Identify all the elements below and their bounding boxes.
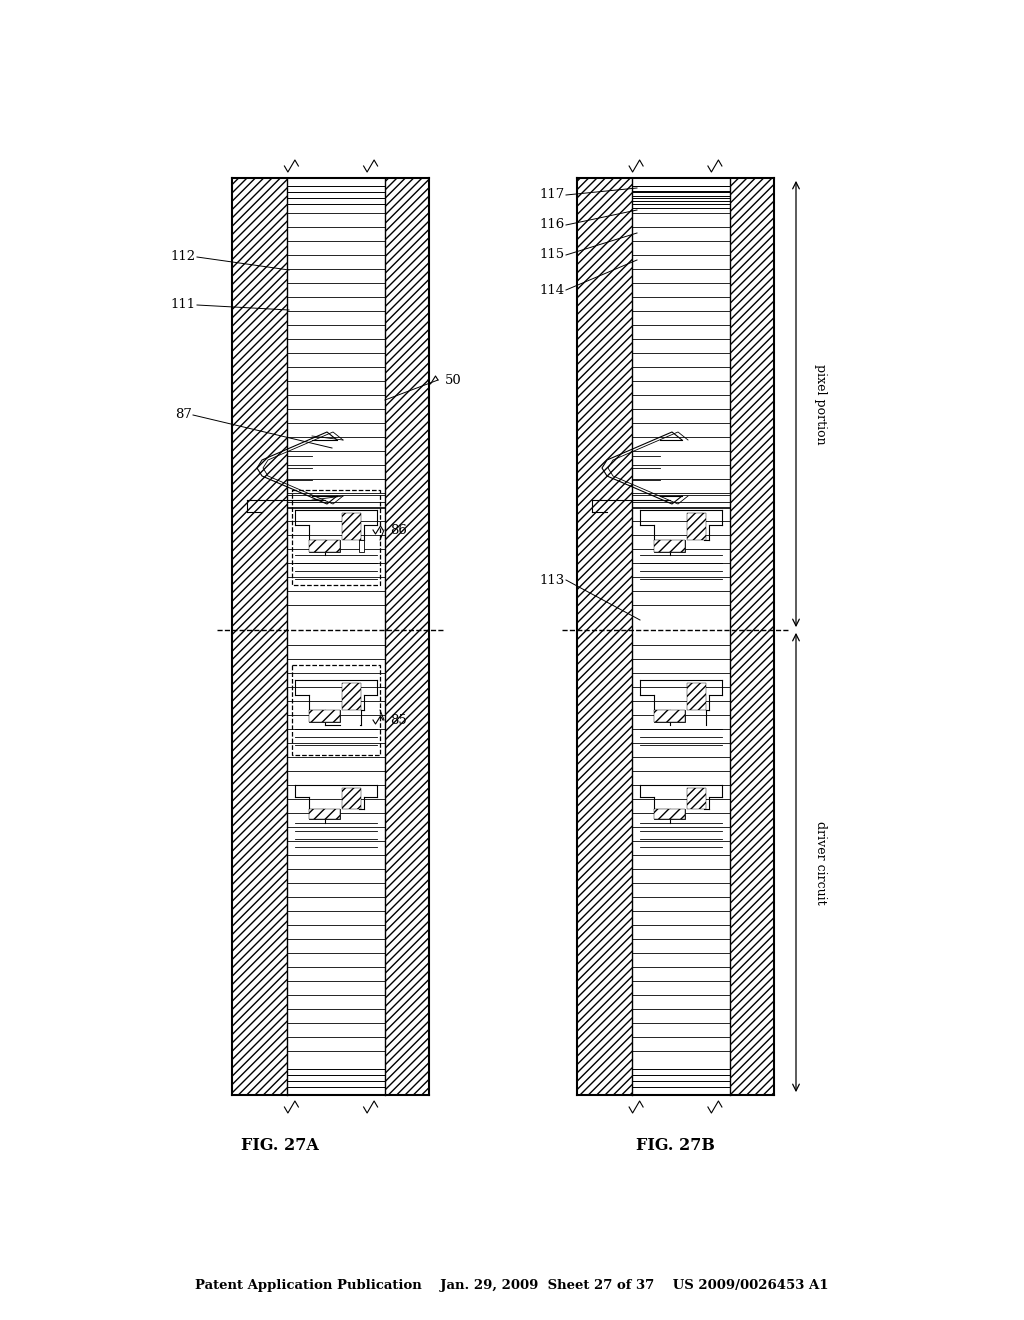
Text: 86: 86: [390, 524, 407, 536]
Bar: [292, 490, 380, 585]
Text: FIG. 27B: FIG. 27B: [636, 1137, 715, 1154]
Bar: [654, 540, 685, 552]
Bar: [309, 809, 340, 818]
Bar: [232, 178, 287, 1096]
Bar: [654, 710, 685, 722]
Bar: [309, 540, 340, 552]
Bar: [309, 710, 340, 722]
Text: pixel portion: pixel portion: [814, 364, 827, 445]
Text: 113: 113: [540, 573, 565, 586]
Text: 111: 111: [171, 298, 196, 312]
Bar: [654, 809, 685, 818]
Bar: [342, 682, 361, 710]
Bar: [654, 710, 685, 722]
Text: 50: 50: [445, 374, 462, 387]
Bar: [359, 540, 364, 552]
Bar: [687, 513, 706, 540]
Text: FIG. 27A: FIG. 27A: [241, 1137, 318, 1154]
Bar: [687, 788, 706, 809]
Bar: [292, 665, 380, 755]
Text: 114: 114: [540, 284, 565, 297]
Bar: [654, 809, 685, 818]
Bar: [385, 178, 429, 1096]
Text: driver circuit: driver circuit: [814, 821, 827, 904]
Bar: [309, 710, 340, 722]
Text: 112: 112: [171, 251, 196, 264]
Bar: [687, 682, 706, 710]
Bar: [309, 540, 340, 552]
Text: 116: 116: [540, 219, 565, 231]
Text: 117: 117: [540, 189, 565, 202]
Text: 115: 115: [540, 248, 565, 261]
Bar: [309, 809, 340, 818]
Text: 85: 85: [390, 714, 407, 726]
Bar: [577, 178, 632, 1096]
Text: Patent Application Publication    Jan. 29, 2009  Sheet 27 of 37    US 2009/00264: Patent Application Publication Jan. 29, …: [196, 1279, 828, 1291]
Bar: [342, 513, 361, 540]
Bar: [342, 788, 361, 809]
Text: 87: 87: [175, 408, 193, 421]
Bar: [730, 178, 774, 1096]
Bar: [654, 540, 685, 552]
